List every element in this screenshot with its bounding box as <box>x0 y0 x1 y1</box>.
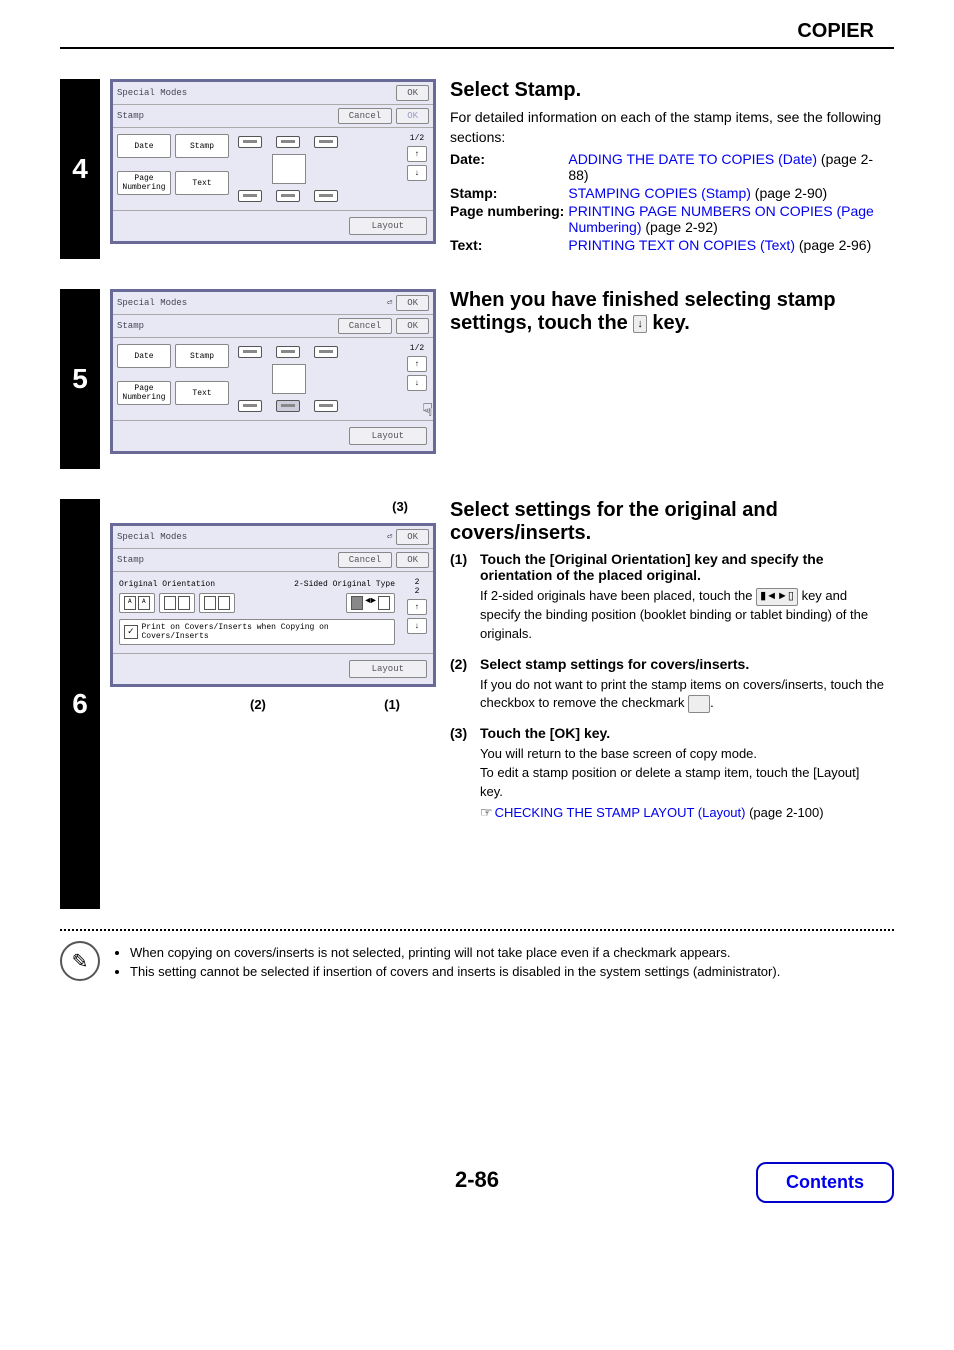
orientation-option[interactable]: AA <box>119 593 155 613</box>
cancel-button[interactable]: Cancel <box>338 318 392 334</box>
stamp-link[interactable]: STAMPING COPIES (Stamp) <box>568 185 751 201</box>
step-6: 6 (3) Special Modes ⏎ OK Stamp Cancel OK <box>60 499 954 909</box>
two-sided-icon: ▮◄►▯ <box>756 588 798 606</box>
date-option[interactable]: Date <box>117 134 171 158</box>
layout-link[interactable]: CHECKING THE STAMP LAYOUT (Layout) <box>495 805 746 820</box>
page-numbering-option[interactable]: Page Numbering <box>117 171 171 195</box>
ok-button[interactable]: OK <box>396 318 429 334</box>
scroll-down-button[interactable]: ↓ <box>407 165 427 181</box>
substep-2: Select stamp settings for covers/inserts… <box>450 656 884 714</box>
step-number: 4 <box>60 79 100 259</box>
panel-title: Special Modes <box>117 298 347 308</box>
back-icon[interactable]: ⏎ <box>387 532 392 542</box>
callout-1: (1) <box>384 697 400 712</box>
step-5: 5 Special Modes ⏎ OK Stamp Cancel OK Dat… <box>60 289 954 469</box>
stamp-option[interactable]: Stamp <box>175 344 229 368</box>
callout-3: (3) <box>392 499 408 514</box>
layout-button[interactable]: Layout <box>349 427 427 445</box>
step-4: 4 Special Modes OK Stamp Cancel OK Date … <box>60 79 954 259</box>
page-numbering-option[interactable]: Page Numbering <box>117 381 171 405</box>
down-arrow-icon: ↓ <box>633 315 647 333</box>
divider <box>60 929 894 931</box>
cancel-button[interactable]: Cancel <box>338 108 392 124</box>
substep-1: Touch the [Original Orientation] key and… <box>450 551 884 644</box>
step-number: 6 <box>60 499 100 909</box>
pointer-icon: ☞ <box>480 802 493 822</box>
note-item: This setting cannot be selected if inser… <box>130 964 780 979</box>
panel-subtitle: Stamp <box>117 321 334 331</box>
panel-subtitle: Stamp <box>117 555 334 565</box>
ok-button[interactable]: OK <box>396 295 429 311</box>
checkmark-icon: ✓ <box>124 625 138 639</box>
step-title: Select Stamp. <box>450 79 884 102</box>
scroll-up-button[interactable]: ↑ <box>407 356 427 372</box>
scroll-down-button[interactable]: ↓ <box>407 375 427 391</box>
date-link[interactable]: ADDING THE DATE TO COPIES (Date) <box>568 151 817 167</box>
step-title: Select settings for the original and cov… <box>450 499 884 545</box>
callout-2: (2) <box>250 697 266 712</box>
panel-title: Special Modes <box>117 88 392 98</box>
panel-title: Special Modes <box>117 532 347 542</box>
note-item: When copying on covers/inserts is not se… <box>130 945 780 960</box>
header-rule <box>60 47 894 49</box>
step-title: When you have finished selecting stamp s… <box>450 289 884 335</box>
page-indicator: 1/2 <box>410 344 424 353</box>
orig-orient-label: Original Orientation <box>119 580 215 589</box>
page-indicator: 2 2 <box>415 578 420 596</box>
hand-pointer-icon: ☟ <box>422 400 433 422</box>
checkbox-icon <box>688 695 710 713</box>
page-indicator: 1/2 <box>410 134 424 143</box>
ok-button[interactable]: OK <box>396 108 429 124</box>
date-option[interactable]: Date <box>117 344 171 368</box>
page-numbering-link[interactable]: PRINTING PAGE NUMBERS ON COPIES (Page Nu… <box>568 203 873 235</box>
cancel-button[interactable]: Cancel <box>338 552 392 568</box>
substep-3: Touch the [OK] key. You will return to t… <box>450 725 884 822</box>
step-intro: For detailed information on each of the … <box>450 108 884 147</box>
stamp-links: Date:ADDING THE DATE TO COPIES (Date) (p… <box>450 151 884 255</box>
ok-button[interactable]: OK <box>396 529 429 545</box>
contents-button[interactable]: Contents <box>756 1162 894 1203</box>
text-link[interactable]: PRINTING TEXT ON COPIES (Text) <box>568 237 795 253</box>
two-sided-label: 2-Sided Original Type <box>294 580 395 589</box>
position-diagram <box>232 344 405 414</box>
ok-button[interactable]: OK <box>396 85 429 101</box>
orientation-option[interactable] <box>159 593 195 613</box>
scroll-down-button[interactable]: ↓ <box>407 618 427 634</box>
two-sided-type-button[interactable]: ◄► <box>346 593 395 613</box>
layout-button[interactable]: Layout <box>349 660 427 678</box>
scroll-up-button[interactable]: ↑ <box>407 599 427 615</box>
position-diagram <box>232 134 405 204</box>
stamp-panel: Special Modes ⏎ OK Stamp Cancel OK Date … <box>110 289 436 454</box>
step-number: 5 <box>60 289 100 469</box>
notes-section: ✎ When copying on covers/inserts is not … <box>60 941 894 987</box>
panel-subtitle: Stamp <box>117 111 334 121</box>
orientation-option[interactable] <box>199 593 235 613</box>
scroll-up-button[interactable]: ↑ <box>407 146 427 162</box>
section-header: COPIER <box>0 20 954 47</box>
note-icon: ✎ <box>60 941 100 981</box>
stamp-option[interactable]: Stamp <box>175 134 229 158</box>
print-on-covers-checkbox[interactable]: ✓ Print on Covers/Inserts when Copying o… <box>119 619 395 645</box>
stamp-panel: Special Modes OK Stamp Cancel OK Date St… <box>110 79 436 244</box>
text-option[interactable]: Text <box>175 381 229 405</box>
ok-button[interactable]: OK <box>396 552 429 568</box>
text-option[interactable]: Text <box>175 171 229 195</box>
stamp-settings-panel: Special Modes ⏎ OK Stamp Cancel OK Origi… <box>110 523 436 687</box>
layout-button[interactable]: Layout <box>349 217 427 235</box>
back-icon[interactable]: ⏎ <box>387 298 392 308</box>
